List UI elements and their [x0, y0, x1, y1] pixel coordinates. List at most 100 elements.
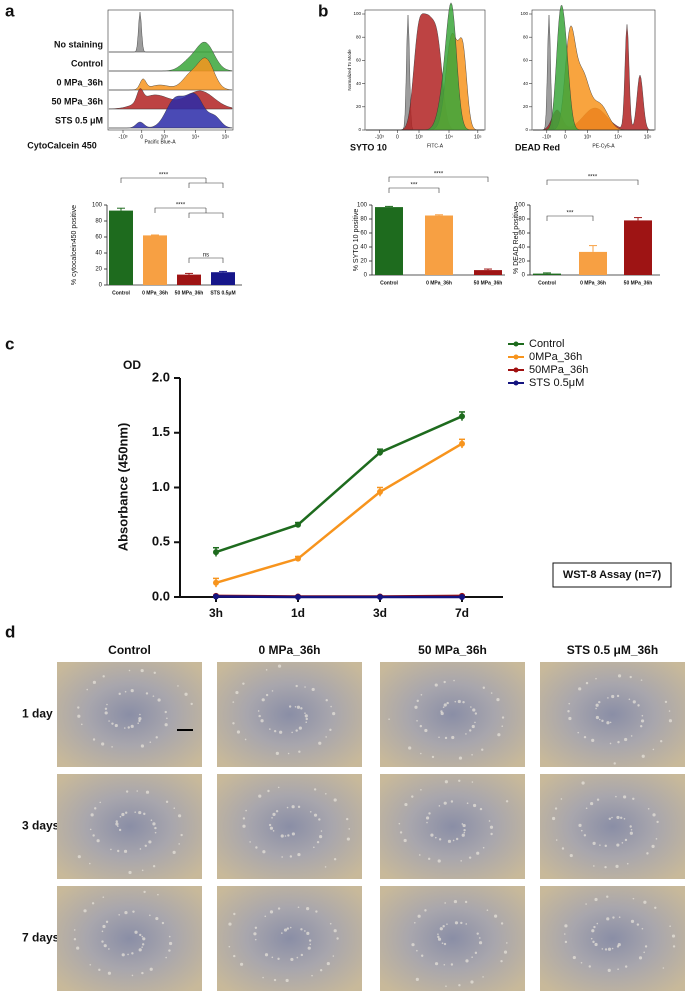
- cell-debris: [604, 865, 607, 869]
- cell-debris: [333, 798, 337, 802]
- cell-debris: [264, 953, 269, 957]
- cell-debris: [664, 700, 668, 704]
- cell-debris: [427, 857, 431, 861]
- flow-histogram: [533, 5, 654, 131]
- cell-debris: [465, 959, 469, 963]
- cell-debris: [447, 839, 452, 843]
- cell-debris: [255, 846, 258, 849]
- cell-debris: [316, 840, 320, 844]
- cell-debris: [77, 714, 81, 718]
- x-tick-label: 50 MPa_36h: [175, 290, 204, 296]
- y-tick-label: 20: [95, 267, 102, 273]
- significance-label: ****: [159, 173, 169, 179]
- data-point: [377, 594, 383, 600]
- cell-debris: [124, 690, 127, 693]
- cell-debris: [168, 949, 171, 952]
- cell-debris: [607, 968, 611, 973]
- cell-debris: [161, 921, 165, 925]
- cell-debris: [593, 925, 596, 929]
- flow-y-tick-label: 40: [356, 81, 362, 86]
- cell-debris: [624, 838, 628, 842]
- cell-debris: [471, 724, 475, 729]
- cell-debris: [455, 837, 459, 841]
- panel-label: c: [5, 334, 14, 353]
- cell-debris: [599, 844, 601, 846]
- cell-debris: [435, 836, 437, 839]
- cell-debris: [300, 953, 304, 957]
- cell-debris: [453, 679, 455, 682]
- cell-debris: [164, 710, 167, 714]
- cell-debris: [101, 940, 104, 943]
- flow-tick-label: 10⁴: [614, 134, 622, 140]
- bar: [579, 251, 607, 275]
- cell-debris: [437, 859, 441, 863]
- x-tick-label: Control: [538, 280, 556, 286]
- cell-debris: [430, 833, 434, 837]
- row-header: 3 days: [22, 819, 60, 833]
- cell-debris: [275, 810, 279, 813]
- data-point: [213, 593, 219, 600]
- cell-debris: [420, 954, 424, 957]
- cell-debris: [469, 729, 472, 732]
- cell-debris: [568, 702, 571, 705]
- cell-debris: [128, 870, 132, 875]
- cell-debris: [139, 933, 142, 937]
- cell-debris: [489, 825, 494, 829]
- cell-debris: [157, 893, 159, 896]
- cell-debris: [413, 921, 416, 924]
- cell-debris: [669, 925, 671, 928]
- cell-debris: [632, 797, 635, 800]
- cell-debris: [102, 924, 106, 929]
- cell-debris: [462, 700, 465, 704]
- cell-debris: [609, 742, 612, 745]
- column-header: 0 MPa_36h: [258, 643, 320, 657]
- cell-debris: [121, 812, 125, 817]
- cell-debris: [496, 698, 500, 702]
- cell-debris: [165, 956, 167, 959]
- cell-debris: [124, 811, 128, 814]
- cell-debris: [118, 828, 122, 832]
- cell-debris: [89, 862, 91, 865]
- cell-debris: [388, 718, 390, 720]
- cell-debris: [470, 706, 472, 708]
- cell-debris: [638, 956, 643, 960]
- cell-debris: [313, 846, 315, 849]
- x-tick-label: 1d: [291, 606, 305, 620]
- cell-debris: [641, 927, 644, 930]
- cell-debris: [149, 914, 151, 917]
- cell-debris: [295, 729, 298, 732]
- cell-debris: [269, 728, 271, 730]
- micrograph: [380, 662, 525, 767]
- cell-debris: [444, 736, 448, 740]
- cell-debris: [457, 699, 461, 704]
- cell-debris: [305, 717, 308, 721]
- cell-debris: [320, 830, 323, 832]
- cell-debris: [593, 865, 595, 867]
- cell-debris: [165, 800, 169, 804]
- cell-debris: [450, 963, 454, 966]
- cell-debris: [110, 848, 112, 851]
- significance-label: ****: [588, 175, 598, 181]
- cell-debris: [598, 718, 601, 721]
- cell-debris: [592, 940, 595, 944]
- cell-debris: [451, 735, 455, 740]
- panel-label: d: [5, 622, 15, 641]
- flow-row-label: 0 MPa_36h: [56, 77, 103, 87]
- flow-y-tick-label: 80: [523, 34, 529, 39]
- significance-label: ***: [410, 183, 418, 189]
- cell-debris: [155, 916, 159, 921]
- flow-y-label: Normalized To Mode: [347, 49, 352, 91]
- y-axis-label: % cytocalcein450 positive: [71, 205, 78, 285]
- cell-debris: [291, 731, 293, 734]
- cell-debris: [309, 943, 312, 946]
- flow-tick-label: 10³: [584, 134, 592, 140]
- micrograph: [540, 774, 685, 879]
- flow-y-tick-label: 60: [523, 58, 529, 63]
- cell-debris: [271, 816, 273, 819]
- cell-debris: [99, 801, 102, 804]
- cell-debris: [420, 752, 422, 755]
- cell-debris: [141, 946, 143, 948]
- x-tick-label: 3d: [373, 606, 387, 620]
